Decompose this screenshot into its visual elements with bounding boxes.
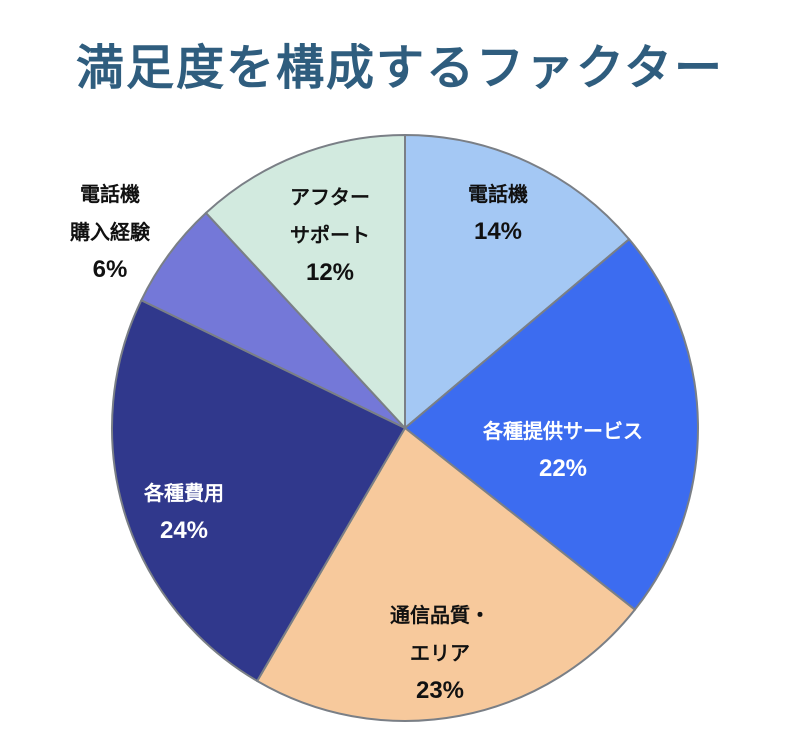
slice-label-phone: 電話機 14% (468, 182, 528, 245)
slice-label-costs: 各種費用 24% (144, 481, 224, 544)
slice-quality (256, 427, 636, 722)
slice-label-aftersupport: アフター サポート 12% (290, 185, 370, 286)
slice-label-services: 各種提供サービス 22% (483, 419, 643, 482)
slice-services (404, 238, 699, 611)
slice-label-purchase: 電話機 購入経験 6% (70, 182, 150, 283)
pie-slices (111, 134, 699, 722)
slice-label-quality: 通信品質・ エリア 23% (390, 603, 490, 704)
slice-phone (404, 134, 631, 429)
slice-costs (111, 299, 406, 682)
chart-title: 満足度を構成するファクター (75, 40, 725, 96)
slice-aftersupport (205, 134, 406, 429)
